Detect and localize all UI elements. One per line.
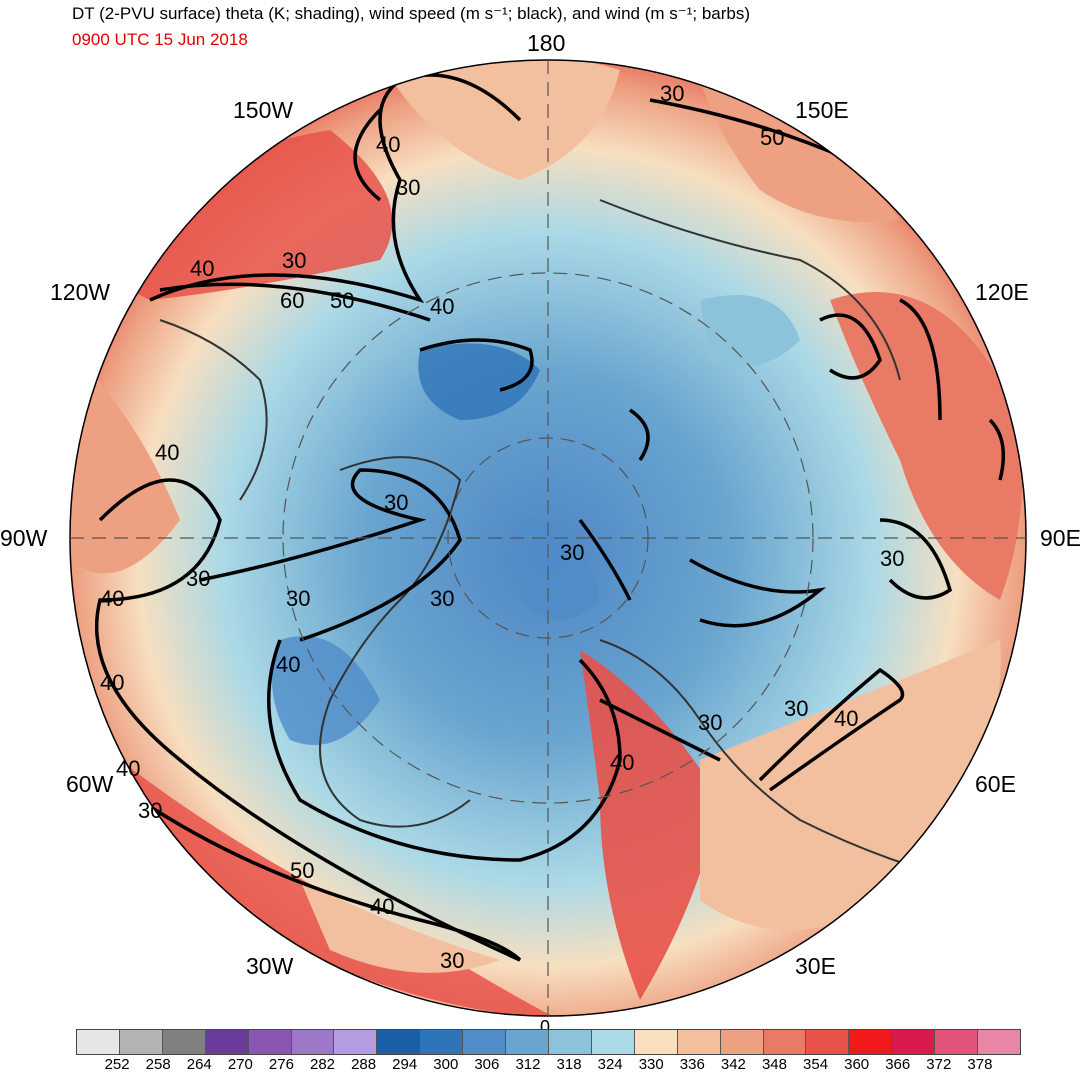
colorbar-box	[634, 1030, 678, 1054]
contour-label: 30	[660, 81, 684, 106]
colorbar-tick-label: 372	[926, 1056, 952, 1073]
contour-label: 40	[116, 756, 140, 781]
contour-label: 40	[276, 652, 300, 677]
chart-title: DT (2-PVU surface) theta (K; shading), w…	[72, 4, 751, 23]
contour-label: 30	[560, 540, 584, 565]
colorbar-tick-label: 282	[310, 1056, 336, 1073]
contour-label: 30	[384, 490, 408, 515]
contour-label: 30	[440, 948, 464, 973]
contour-label: 30	[282, 248, 306, 273]
longitude-label-60e: 60E	[975, 771, 1016, 797]
contour-label: 40	[370, 894, 394, 919]
contour-label: 50	[760, 125, 784, 150]
contour-label: 40	[100, 586, 124, 611]
contour-label: 30	[396, 175, 420, 200]
colorbar-tick-label: 306	[474, 1056, 500, 1073]
colorbar-box	[506, 1030, 549, 1054]
graticule	[70, 60, 1026, 1016]
colorbar-box	[248, 1030, 292, 1054]
colorbar-tick-label: 270	[227, 1056, 253, 1073]
colorbar-box	[763, 1030, 807, 1054]
contour-label: 40	[100, 670, 124, 695]
longitude-label-0: 0	[540, 1017, 551, 1037]
colorbar-box	[548, 1030, 592, 1054]
colorbar-box	[334, 1030, 378, 1054]
contour-label: 30	[138, 798, 162, 823]
contour-label: 50	[330, 288, 354, 313]
colorbar-tick-label: 360	[844, 1056, 870, 1073]
contour-label: 50	[290, 858, 314, 883]
contour-label: 40	[834, 706, 858, 731]
longitude-label-30e: 30E	[795, 953, 836, 979]
longitude-label-90e: 90E	[1040, 525, 1081, 551]
longitude-label-60w: 60W	[66, 771, 114, 797]
colorbar-tick-label: 330	[638, 1056, 664, 1073]
colorbar-box	[162, 1030, 206, 1054]
contour-label: 30	[880, 546, 904, 571]
colorbar-box	[205, 1030, 249, 1054]
longitude-label-150w: 150W	[233, 97, 294, 123]
contour-label: 40	[190, 256, 214, 281]
colorbar-tick-label: 378	[967, 1056, 993, 1073]
colorbar-tick-label: 318	[556, 1056, 582, 1073]
longitude-label-120e: 120E	[975, 279, 1029, 305]
colorbar-box	[677, 1030, 721, 1054]
colorbar-tick-label: 294	[392, 1056, 418, 1073]
valid-time: 0900 UTC 15 Jun 2018	[72, 30, 248, 49]
longitude-label-90w: 90W	[0, 525, 48, 551]
contour-label: 40	[376, 132, 400, 157]
colorbar-tick-label: 348	[761, 1056, 787, 1073]
contour-label: 30	[186, 566, 210, 591]
colorbar-box	[892, 1030, 936, 1054]
longitude-label-150e: 150E	[795, 97, 849, 123]
colorbar	[76, 1029, 1021, 1055]
longitude-label-120w: 120W	[50, 279, 111, 305]
colorbar-tick-label: 276	[268, 1056, 294, 1073]
colorbar-tick-label: 312	[515, 1056, 541, 1073]
longitude-label-180: 180	[527, 30, 566, 56]
contour-label: 40	[610, 750, 634, 775]
contour-labels: 30 40 30 40 30 60 50 40 50 40 30 30 30 3…	[100, 81, 904, 973]
colorbar-tick-label: 366	[885, 1056, 911, 1073]
contour-label: 40	[155, 440, 179, 465]
colorbar-box	[849, 1030, 893, 1054]
colorbar-tick-label: 336	[679, 1056, 705, 1073]
colorbar-box	[77, 1030, 120, 1054]
colorbar-box	[591, 1030, 635, 1054]
colorbar-box	[291, 1030, 335, 1054]
colorbar-box	[463, 1030, 507, 1054]
colorbar-tick-label: 324	[597, 1056, 623, 1073]
contour-label: 60	[280, 288, 304, 313]
colorbar-box	[806, 1030, 850, 1054]
contour-label: 30	[698, 710, 722, 735]
colorbar-ticks: 252 258 264 270 276 282 288 294 300 306 312 318 324 3…	[76, 1056, 1021, 1076]
colorbar-box	[720, 1030, 764, 1054]
colorbar-box	[420, 1030, 464, 1054]
contour-label: 30	[430, 586, 454, 611]
contour-label: 40	[430, 294, 454, 319]
colorbar-tick-label: 264	[186, 1056, 212, 1073]
colorbar-box	[377, 1030, 421, 1054]
colorbar-box	[119, 1030, 163, 1054]
colorbar-tick-label: 288	[351, 1056, 377, 1073]
contour-label: 30	[784, 696, 808, 721]
contour-label: 30	[286, 586, 310, 611]
colorbar-tick-label: 258	[145, 1056, 171, 1073]
colorbar-tick-label: 354	[803, 1056, 829, 1073]
colorbar-tick-label: 300	[433, 1056, 459, 1073]
colorbar-tick-label: 252	[104, 1056, 130, 1073]
colorbar-tick-label: 342	[720, 1056, 746, 1073]
colorbar-box	[978, 1030, 1020, 1054]
longitude-label-30w: 30W	[246, 953, 294, 979]
colorbar-box	[935, 1030, 979, 1054]
